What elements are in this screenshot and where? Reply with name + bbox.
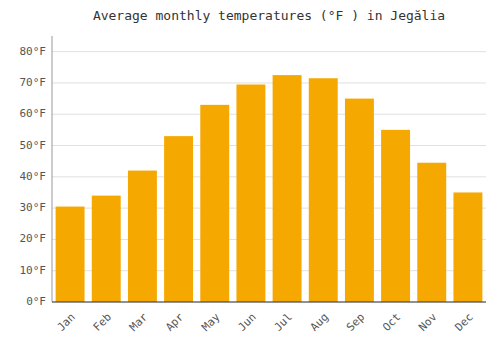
bar xyxy=(236,85,265,302)
grid-line xyxy=(52,145,486,146)
y-axis-line xyxy=(52,36,53,302)
x-tick-label: Sep xyxy=(344,311,367,334)
bar xyxy=(309,78,338,302)
y-tick-label: 10°F xyxy=(20,264,47,277)
y-tick-label: 50°F xyxy=(20,139,47,152)
grid-line xyxy=(52,114,486,115)
x-tick-label: Dec xyxy=(452,311,475,334)
x-tick-label: Jan xyxy=(55,311,78,334)
bar xyxy=(164,136,193,302)
bar xyxy=(381,130,410,302)
x-tick-label: Aug xyxy=(308,311,331,334)
x-axis: Jan Feb Mar Apr May Jun Jul Aug Sep Oct Nov Dec xyxy=(55,310,476,334)
y-tick-label: 20°F xyxy=(20,232,47,245)
y-tick-label: 40°F xyxy=(20,170,47,183)
chart-container: Average monthly temperatures (°F ) in Je… xyxy=(0,0,500,350)
grid-line xyxy=(52,302,486,303)
y-tick-label: 70°F xyxy=(20,76,47,89)
y-tick-label: 0°F xyxy=(26,295,46,308)
x-tick-label: Mar xyxy=(127,310,151,334)
x-tick-label: Nov xyxy=(416,310,440,334)
bar xyxy=(200,105,229,302)
x-tick-label: Feb xyxy=(91,311,114,334)
grid-line xyxy=(52,82,486,83)
bar xyxy=(273,75,302,302)
chart-svg: Average monthly temperatures (°F ) in Je… xyxy=(0,0,500,350)
bar xyxy=(128,171,157,302)
x-tick-label: Jul xyxy=(272,311,295,334)
bar xyxy=(56,207,85,302)
x-axis-line xyxy=(52,302,486,303)
y-axis: 0°F 10°F 20°F 30°F 40°F 50°F 60°F 70°F 80°F xyxy=(20,45,487,308)
x-tick-label: Oct xyxy=(380,311,403,334)
x-tick-label: May xyxy=(199,310,223,334)
grid-line xyxy=(52,51,486,52)
bars xyxy=(56,75,483,302)
y-tick-label: 30°F xyxy=(20,201,47,214)
bar xyxy=(345,99,374,302)
bar xyxy=(92,196,121,302)
bar xyxy=(453,192,482,302)
y-tick-label: 80°F xyxy=(20,45,47,58)
bar xyxy=(417,163,446,302)
x-tick-label: Jun xyxy=(235,311,258,334)
chart-title: Average monthly temperatures (°F ) in Je… xyxy=(93,8,445,23)
y-tick-label: 60°F xyxy=(20,107,47,120)
x-tick-label: Apr xyxy=(163,310,187,334)
